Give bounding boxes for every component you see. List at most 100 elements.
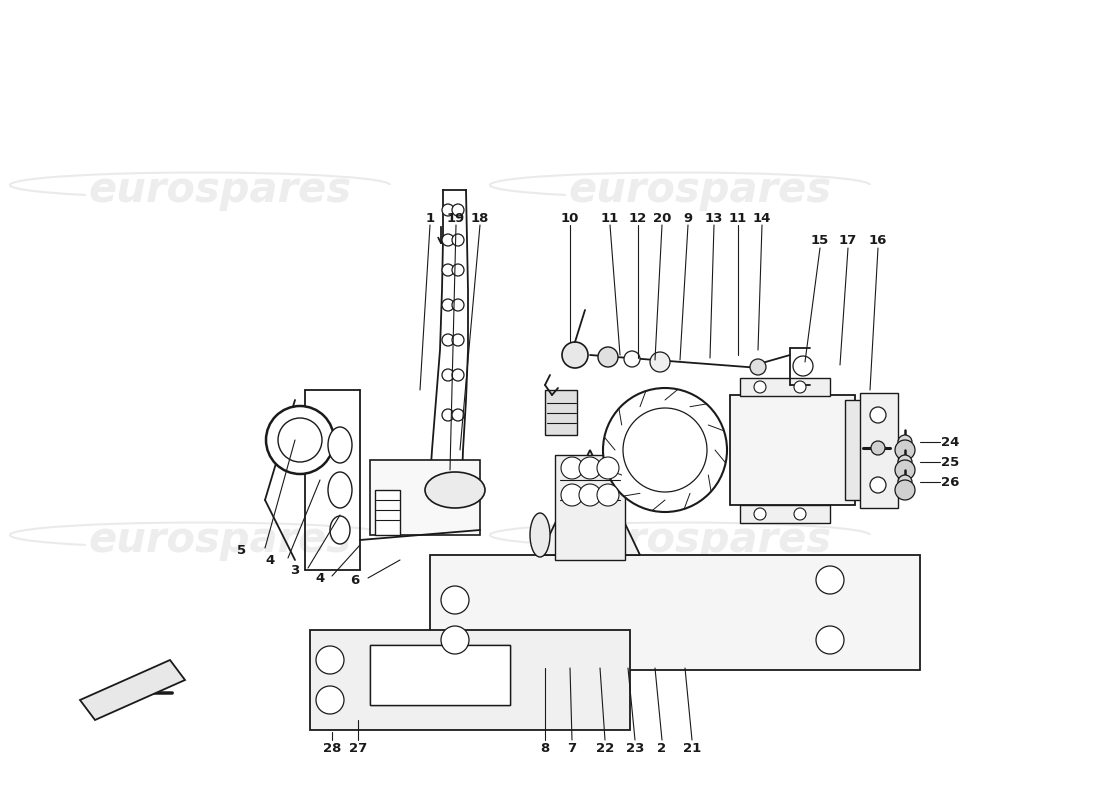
Ellipse shape [330, 516, 350, 544]
Circle shape [452, 299, 464, 311]
Circle shape [266, 406, 334, 474]
Text: eurospares: eurospares [88, 169, 352, 211]
Text: 4: 4 [316, 571, 324, 585]
Bar [375, 490, 400, 535]
Circle shape [601, 488, 615, 502]
Circle shape [871, 441, 886, 455]
Circle shape [895, 480, 915, 500]
Text: 20: 20 [652, 211, 671, 225]
Circle shape [579, 484, 601, 506]
Circle shape [898, 455, 912, 469]
Text: 25: 25 [940, 455, 959, 469]
Circle shape [561, 484, 583, 506]
Circle shape [623, 408, 707, 492]
Text: 26: 26 [940, 475, 959, 489]
Text: 5: 5 [238, 543, 246, 557]
Circle shape [898, 435, 912, 449]
Polygon shape [430, 190, 468, 480]
Polygon shape [540, 450, 640, 555]
Circle shape [822, 572, 838, 588]
Circle shape [583, 461, 597, 475]
Text: eurospares: eurospares [88, 519, 352, 561]
Circle shape [322, 652, 338, 668]
Text: 18: 18 [471, 211, 490, 225]
Circle shape [452, 409, 464, 421]
Circle shape [603, 388, 727, 512]
Text: 9: 9 [683, 211, 693, 225]
Circle shape [565, 461, 579, 475]
Ellipse shape [328, 427, 352, 463]
Circle shape [316, 646, 344, 674]
Text: 22: 22 [596, 742, 614, 754]
Circle shape [754, 381, 766, 393]
Text: 11: 11 [729, 211, 747, 225]
Circle shape [442, 409, 454, 421]
Circle shape [278, 418, 322, 462]
Circle shape [452, 204, 464, 216]
Text: eurospares: eurospares [569, 169, 832, 211]
Bar [860, 393, 898, 508]
Text: 4: 4 [265, 554, 275, 566]
Circle shape [794, 508, 806, 520]
Circle shape [442, 369, 454, 381]
Circle shape [452, 334, 464, 346]
Circle shape [898, 475, 912, 489]
Bar [430, 555, 920, 670]
Circle shape [562, 342, 588, 368]
Circle shape [597, 457, 619, 479]
Circle shape [441, 626, 469, 654]
Circle shape [452, 234, 464, 246]
Text: 2: 2 [658, 742, 667, 754]
Bar [370, 460, 480, 535]
Circle shape [816, 566, 844, 594]
Text: 10: 10 [561, 211, 580, 225]
Circle shape [794, 381, 806, 393]
Bar [730, 395, 855, 505]
Circle shape [442, 334, 454, 346]
Text: 15: 15 [811, 234, 829, 246]
Text: 8: 8 [540, 742, 550, 754]
Circle shape [442, 234, 454, 246]
Text: 6: 6 [351, 574, 360, 586]
Text: 11: 11 [601, 211, 619, 225]
Circle shape [441, 586, 469, 614]
Circle shape [322, 692, 338, 708]
Ellipse shape [530, 513, 550, 557]
Circle shape [598, 347, 618, 367]
Text: eurospares: eurospares [569, 519, 832, 561]
Text: 12: 12 [629, 211, 647, 225]
Circle shape [816, 626, 844, 654]
Circle shape [870, 477, 886, 493]
Bar [544, 390, 578, 435]
Circle shape [452, 369, 464, 381]
Text: 17: 17 [839, 234, 857, 246]
Text: 28: 28 [322, 742, 341, 754]
Circle shape [793, 356, 813, 376]
Ellipse shape [425, 472, 485, 508]
Circle shape [561, 457, 583, 479]
Circle shape [601, 461, 615, 475]
Circle shape [565, 488, 579, 502]
Bar [556, 455, 625, 560]
Circle shape [442, 264, 454, 276]
Text: 16: 16 [869, 234, 888, 246]
Circle shape [442, 299, 454, 311]
Circle shape [750, 359, 766, 375]
Circle shape [870, 407, 886, 423]
Circle shape [447, 592, 463, 608]
Text: 14: 14 [752, 211, 771, 225]
Bar [370, 645, 510, 705]
Text: 19: 19 [447, 211, 465, 225]
Text: 24: 24 [940, 435, 959, 449]
Circle shape [650, 352, 670, 372]
Circle shape [583, 488, 597, 502]
Bar [740, 378, 830, 396]
Text: 7: 7 [568, 742, 576, 754]
Bar [845, 400, 864, 500]
Circle shape [895, 460, 915, 480]
Circle shape [579, 457, 601, 479]
Circle shape [316, 686, 344, 714]
Circle shape [895, 440, 915, 460]
Text: 23: 23 [626, 742, 645, 754]
Ellipse shape [328, 472, 352, 508]
